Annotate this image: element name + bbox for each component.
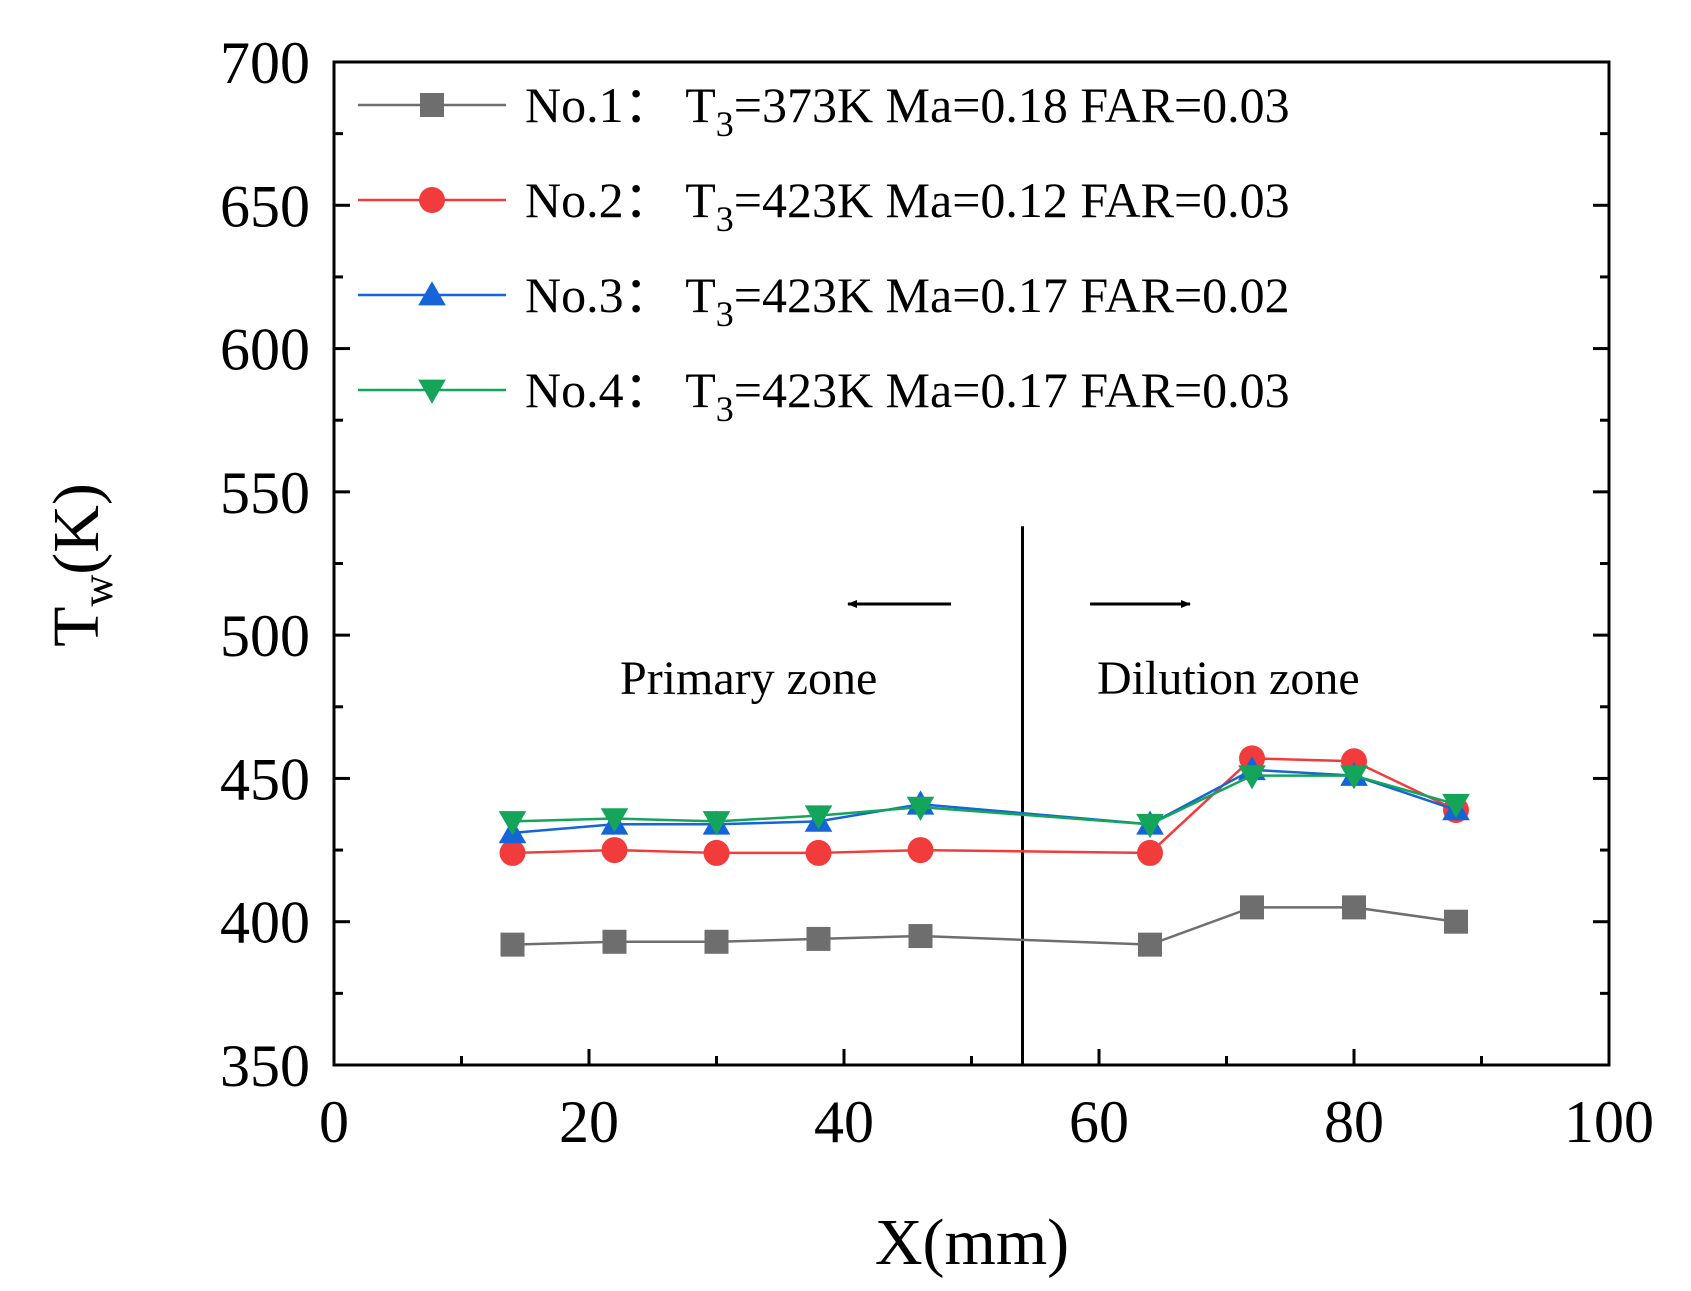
y-tick-label: 400: [220, 890, 310, 956]
y-tick-label: 550: [220, 460, 310, 526]
data-point: [1340, 765, 1368, 790]
legend-marker: [418, 379, 446, 404]
data-point: [806, 926, 831, 951]
legend-label-subscript: 3: [716, 389, 734, 429]
series-line: [512, 774, 1457, 826]
legend-label-prefix: No.1： T: [525, 77, 716, 133]
data-point: [1238, 765, 1266, 790]
data-point: [498, 811, 527, 836]
legend-label: No.3： T3=423K Ma=0.17 FAR=0.02: [525, 267, 1290, 334]
x-tick-label: 60: [1069, 1089, 1129, 1155]
legend-entry: No.4： T3=423K Ma=0.17 FAR=0.03: [358, 362, 1290, 429]
legend-label-subscript: 3: [716, 294, 734, 334]
legend-label-prefix: No.4： T: [525, 362, 716, 418]
data-point: [1342, 895, 1366, 920]
x-tick-label: 100: [1564, 1089, 1654, 1155]
series-line: [512, 906, 1457, 946]
y-axis-title-main: T: [40, 607, 113, 647]
data-point: [702, 811, 731, 836]
data-point: [704, 929, 729, 954]
x-tick-label: 20: [559, 1089, 619, 1155]
legend-marker: [420, 93, 444, 117]
axis-tick-labels: 0 20 40 60 80 100 350 400 450 500 550 600 650 700: [220, 30, 1654, 1155]
data-point: [703, 839, 730, 866]
data-point: [907, 837, 934, 864]
data-point: [804, 805, 833, 830]
zone-annotations: Primary zone Dilution zone: [620, 526, 1360, 1065]
y-axis-title-unit: (K): [40, 483, 113, 575]
y-tick-label: 500: [220, 603, 310, 669]
y-tick-label: 650: [220, 173, 310, 239]
data-point: [906, 796, 935, 821]
legend-label-subscript: 3: [716, 199, 734, 239]
data-point: [1137, 839, 1163, 866]
x-tick-label: 80: [1324, 1089, 1384, 1155]
legend-label: No.2： T3=423K Ma=0.12 FAR=0.03: [525, 172, 1290, 239]
series-no4: [498, 765, 1470, 839]
data-point: [602, 929, 627, 954]
data-point: [1444, 909, 1468, 934]
legend-label-suffix: =423K Ma=0.17 FAR=0.03: [734, 362, 1290, 418]
legend-marker: [418, 281, 446, 306]
y-tick-label: 700: [220, 30, 310, 96]
legend-entry: No.3： T3=423K Ma=0.17 FAR=0.02: [358, 267, 1290, 334]
series-no3: [498, 756, 1470, 844]
data-point: [601, 837, 628, 864]
legend-entry: No.1： T3=373K Ma=0.18 FAR=0.03: [358, 77, 1290, 144]
x-tick-label: 0: [319, 1089, 349, 1155]
y-axis-title-subscript: w: [73, 575, 122, 607]
data-point: [1138, 932, 1162, 957]
primary-zone-label: Primary zone: [620, 652, 877, 705]
y-axis-title: Tw(K): [40, 483, 122, 647]
legend-label-suffix: =423K Ma=0.12 FAR=0.03: [734, 172, 1290, 228]
legend-label-prefix: No.3： T: [525, 267, 716, 323]
data-point: [805, 839, 832, 866]
legend-entry: No.2： T3=423K Ma=0.12 FAR=0.03: [358, 172, 1290, 239]
x-tick-label: 40: [814, 1089, 874, 1155]
axis-ticks: [332, 60, 1611, 1067]
data-point: [500, 932, 525, 957]
legend-label: No.4： T3=423K Ma=0.17 FAR=0.03: [525, 362, 1290, 429]
legend-marker: [419, 187, 445, 213]
data-point: [1240, 895, 1264, 920]
legend-label-suffix: =423K Ma=0.17 FAR=0.02: [734, 267, 1290, 323]
legend-label-subscript: 3: [716, 104, 734, 144]
data-point: [1136, 813, 1164, 839]
svg-text:Tw(K): Tw(K): [40, 483, 122, 647]
legend-label: No.1： T3=373K Ma=0.18 FAR=0.03: [525, 77, 1290, 144]
series-layer: [498, 745, 1470, 957]
series-no1: [500, 895, 1468, 957]
legend-label-prefix: No.2： T: [525, 172, 716, 228]
data-point: [600, 808, 629, 833]
series-no2: [499, 745, 1469, 866]
dilution-zone-label: Dilution zone: [1097, 652, 1360, 705]
data-point: [1442, 793, 1470, 819]
y-tick-label: 600: [220, 317, 310, 383]
x-axis-title: X(mm): [875, 1206, 1069, 1279]
data-point: [908, 924, 933, 949]
y-tick-label: 350: [220, 1033, 310, 1099]
legend-label-suffix: =373K Ma=0.18 FAR=0.03: [734, 77, 1290, 133]
y-tick-label: 450: [220, 746, 310, 812]
series-line: [512, 768, 1457, 835]
data-point: [499, 839, 526, 866]
